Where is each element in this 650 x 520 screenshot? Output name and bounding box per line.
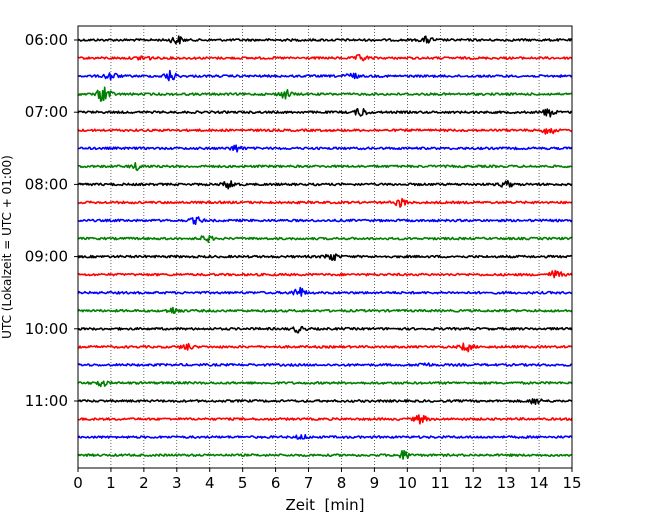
x-axis: 0 1 2 3 4 5 6 7 8 9 10 11 12 13 14 15 [73,468,582,492]
x-axis-title: Zeit [min] [285,496,364,514]
x-tick-label-9: 9 [370,474,380,492]
trace-1100 [77,398,573,405]
y-tick-label-0600: 06:00 [25,31,68,49]
trace-1130 [77,433,573,440]
x-tick-label-15: 15 [562,474,581,492]
x-tick-label-14: 14 [530,474,549,492]
trace-1045 [77,380,573,388]
trace-0845 [77,235,573,244]
trace-0615 [77,54,573,62]
x-tick-label-7: 7 [304,474,314,492]
y-tick-label-0700: 07:00 [25,103,68,121]
x-tick-label-4: 4 [205,474,215,492]
x-tick-label-0: 0 [73,474,83,492]
plot-frame [77,25,573,469]
y-tick-label-0800: 08:00 [25,175,68,193]
x-tick-label-12: 12 [464,474,483,492]
trace-1015 [77,342,573,353]
x-tick-label-11: 11 [431,474,450,492]
trace-0645 [77,86,573,102]
trace-0945 [77,306,573,315]
trace-0745 [77,161,573,172]
trace-0800 [77,180,573,190]
trace-0900 [77,253,573,262]
x-tick-label-1: 1 [106,474,116,492]
x-tick-label-2: 2 [139,474,149,492]
trace-1030 [77,362,573,367]
trace-0600 [77,35,573,45]
trace-1000 [77,325,573,334]
y-axis-title: UTC (Lokalzeit = UTC + 01:00) [0,155,14,339]
x-tick-label-5: 5 [238,474,248,492]
y-axis: 06:00 07:00 08:00 09:00 10:00 11:00 [25,31,78,410]
y-tick-label-0900: 09:00 [25,248,68,266]
trace-0915 [77,269,573,279]
x-tick-label-6: 6 [271,474,281,492]
trace-0730 [77,144,573,153]
trace-1115 [77,414,573,425]
trace-0715 [77,127,573,135]
x-tick-label-13: 13 [497,474,516,492]
y-tick-label-1000: 10:00 [25,320,68,338]
trace-0830 [77,216,573,226]
x-tick-label-10: 10 [398,474,417,492]
y-tick-label-1100: 11:00 [25,392,68,410]
trace-0700 [77,107,573,118]
trace-group [77,35,573,460]
trace-0815 [77,197,573,208]
trace-1145 [77,449,573,460]
trace-0630 [77,69,573,82]
x-tick-label-8: 8 [337,474,347,492]
x-tick-label-3: 3 [172,474,182,492]
trace-0930 [77,286,573,297]
